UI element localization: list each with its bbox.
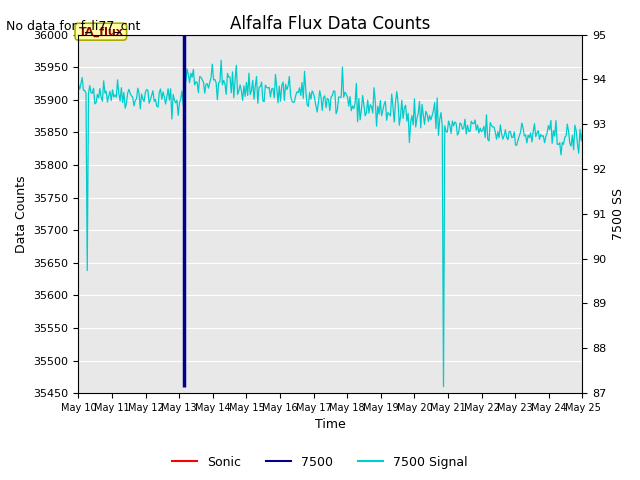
Text: TA_flux: TA_flux [79,26,124,37]
Text: No data for f_li77_cnt: No data for f_li77_cnt [6,19,141,32]
Y-axis label: Data Counts: Data Counts [15,175,28,252]
Y-axis label: 7500 SS: 7500 SS [612,188,625,240]
Legend: Sonic, 7500, 7500 Signal: Sonic, 7500, 7500 Signal [167,451,473,474]
Title: Alfalfa Flux Data Counts: Alfalfa Flux Data Counts [230,15,431,33]
X-axis label: Time: Time [315,419,346,432]
